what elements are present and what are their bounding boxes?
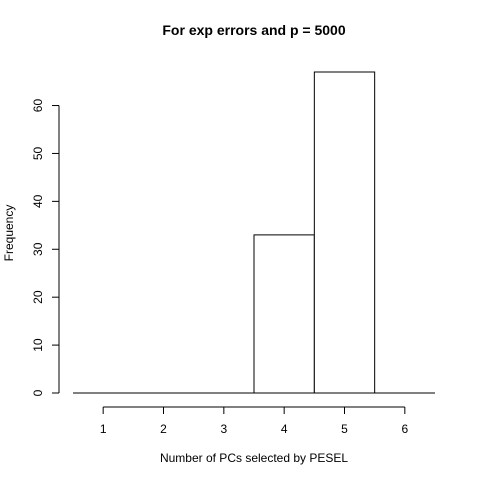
y-axis: 0 10 20 30 40 50 60 [31, 99, 60, 396]
bar-5 [313, 71, 376, 394]
y-tick-label-30: 30 [31, 242, 45, 256]
y-tick-label-60: 60 [31, 99, 45, 113]
x-tick-label-4: 4 [281, 422, 288, 436]
x-axis-label: Number of PCs selected by PESEL [160, 451, 348, 465]
bar-4 [253, 234, 315, 394]
y-axis-label: Frequency [2, 205, 16, 262]
x-tick-label-5: 5 [341, 422, 348, 436]
x-tick-label-6: 6 [401, 422, 408, 436]
y-tick-label-40: 40 [31, 194, 45, 208]
y-tick-label-0: 0 [31, 389, 45, 396]
y-tick-label-10: 10 [31, 338, 45, 352]
y-tick-label-50: 50 [31, 146, 45, 160]
y-tick-label-20: 20 [31, 290, 45, 304]
bars-group [253, 71, 376, 394]
x-tick-label-2: 2 [160, 422, 167, 436]
chart-title: For exp errors and p = 5000 [162, 22, 345, 38]
x-axis: 1 2 3 4 5 6 [100, 406, 408, 436]
x-tick-label-1: 1 [100, 422, 107, 436]
x-tick-label-3: 3 [220, 422, 227, 436]
